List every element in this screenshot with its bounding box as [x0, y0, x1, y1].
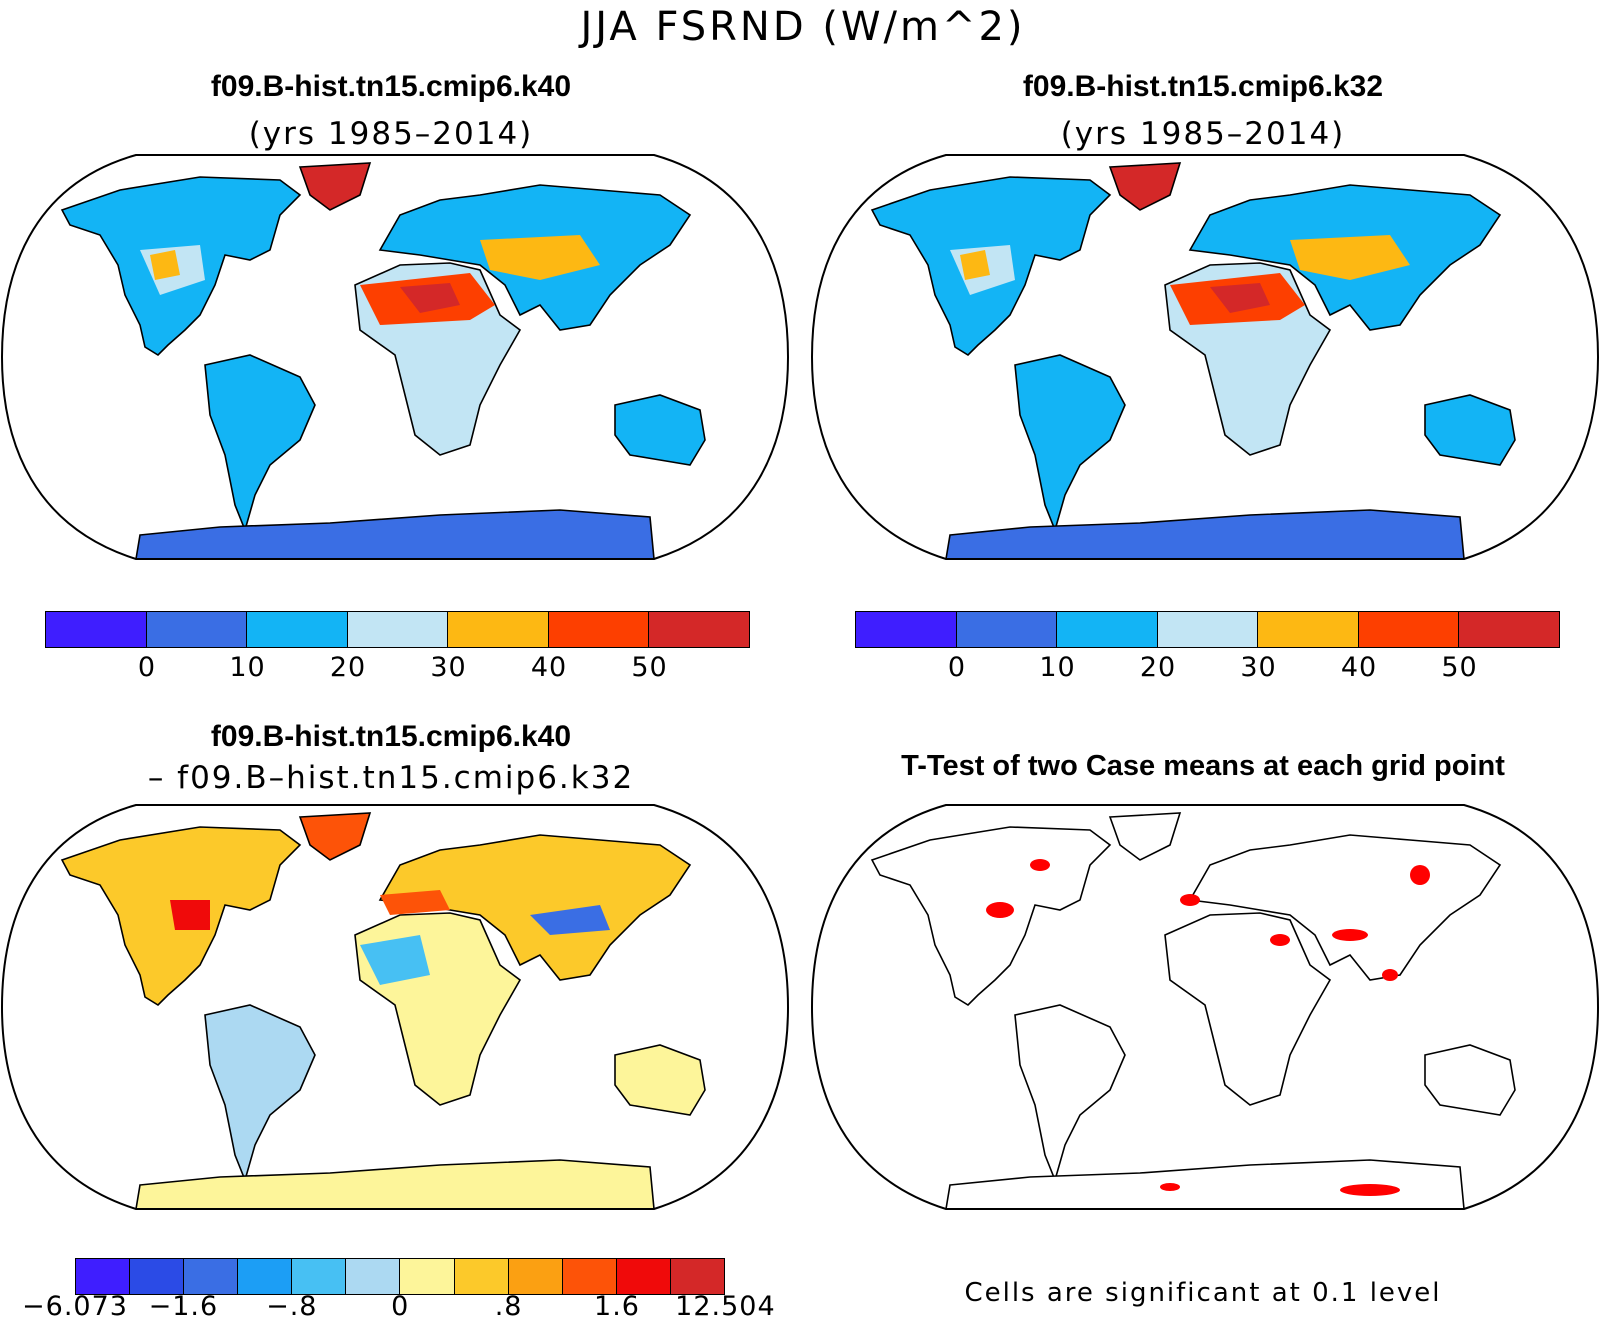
colorbar-tick-label: 40 [1340, 652, 1378, 683]
colorbar-tick-label: 12.504 [675, 1291, 776, 1322]
colorbar-tick-label: 20 [1139, 652, 1177, 683]
colorbar-tick-label: 10 [229, 652, 266, 683]
figure-title: JJA FSRND (W/m^2) [580, 4, 1026, 50]
land-australia [1424, 1044, 1516, 1116]
colorbar-tick-label: .8 [494, 1291, 523, 1322]
panel-k32-subtitle: (yrs 1985–2014) [1060, 116, 1346, 152]
colorbar-k32 [855, 611, 1560, 648]
colorbar-tick-label: −6.073 [22, 1291, 128, 1322]
colorbar-segment [346, 1259, 401, 1294]
colorbar-tick-label: 30 [430, 652, 467, 683]
colorbar-segment [670, 1259, 724, 1294]
globe-outline [810, 804, 1600, 1210]
panel-ttest-title: T-Test of two Case means at each grid po… [901, 750, 1505, 782]
panel-k32-title: f09.B-hist.tn15.cmip6.k32 [1022, 70, 1384, 103]
panel-k40-title: f09.B-hist.tn15.cmip6.k40 [210, 70, 572, 103]
colorbar-segment [616, 1259, 671, 1294]
significant-cell [1340, 1184, 1400, 1196]
map-k32 [810, 154, 1600, 560]
colorbar-segment [76, 1259, 131, 1294]
map-k40 [0, 154, 790, 560]
land-greenland [298, 812, 372, 861]
colorbar-tick-label: −.8 [266, 1291, 318, 1322]
map-ttest [810, 804, 1600, 1210]
land-antarctica [945, 509, 1465, 559]
colorbar-k40-ticks: 0 10 20 30 40 50 [0, 652, 790, 686]
colorbar-segment [448, 612, 549, 647]
colorbar-diff [75, 1258, 725, 1295]
land-australia [1424, 394, 1516, 466]
colorbar-tick-label: 0 [137, 652, 157, 683]
land-greenland [298, 162, 372, 211]
colorbar-tick-label: 30 [1240, 652, 1277, 683]
globe-outline [810, 154, 1600, 560]
significant-cell [1270, 934, 1290, 946]
colorbar-k40 [45, 611, 750, 648]
land-samerica [204, 354, 316, 533]
land-greenland [1108, 812, 1182, 861]
colorbar-segment [1358, 612, 1460, 647]
land-antarctica [945, 1159, 1465, 1209]
colorbar-tick-label: 10 [1039, 652, 1076, 683]
colorbar-segment [508, 1259, 563, 1294]
globe-outline [0, 154, 790, 560]
land-greenland [1108, 162, 1182, 211]
colorbar-segment [292, 1259, 347, 1294]
colorbar-tick-label: 50 [631, 652, 668, 683]
colorbar-segment [247, 612, 348, 647]
colorbar-tick-label: −1.6 [148, 1291, 219, 1322]
colorbar-segment [46, 612, 147, 647]
colorbar-segment [130, 1259, 185, 1294]
colorbar-segment [856, 612, 957, 647]
colorbar-segment [454, 1259, 509, 1294]
significant-cell [1180, 894, 1200, 906]
colorbar-segment [1258, 612, 1359, 647]
colorbar-segment [649, 612, 750, 647]
colorbar-tick-label: 20 [329, 652, 367, 683]
colorbar-tick-label: 40 [530, 652, 568, 683]
globe-outline [0, 804, 790, 1210]
colorbar-segment [238, 1259, 293, 1294]
colorbar-segment [562, 1259, 617, 1294]
map-diff [0, 804, 790, 1210]
land-australia [614, 394, 706, 466]
significant-cell [1382, 969, 1398, 981]
land-samerica [1014, 354, 1126, 533]
significant-cell [1030, 859, 1050, 871]
colorbar-segment [956, 612, 1058, 647]
significant-cell [1160, 1183, 1180, 1191]
colorbar-segment [1157, 612, 1259, 647]
significant-cell [1332, 929, 1368, 941]
colorbar-tick-label: 0 [947, 652, 967, 683]
colorbar-segment [1057, 612, 1158, 647]
colorbar-segment [146, 612, 248, 647]
land-samerica [204, 1004, 316, 1183]
colorbar-tick-label: 0 [391, 1291, 410, 1322]
significant-cell [1410, 865, 1430, 885]
colorbar-tick-label: 50 [1441, 652, 1478, 683]
colorbar-tick-label: 1.6 [594, 1291, 640, 1322]
land-antarctica [135, 1159, 655, 1209]
colorbar-diff-ticks: −6.073 −1.6 −.8 0 .8 1.6 12.504 [0, 1291, 800, 1325]
panel-k40-subtitle: (yrs 1985–2014) [248, 116, 534, 152]
land-australia [614, 1044, 706, 1116]
ttest-note: Cells are significant at 0.1 level [964, 1278, 1442, 1308]
panel-diff-title: f09.B-hist.tn15.cmip6.k40 [210, 720, 572, 753]
land-antarctica [135, 509, 655, 559]
land-eurasia [378, 834, 692, 981]
colorbar-segment [548, 612, 650, 647]
significant-cell [986, 902, 1014, 918]
colorbar-segment [1459, 612, 1560, 647]
colorbar-k32-ticks: 0 10 20 30 40 50 [0, 652, 1606, 686]
colorbar-segment [184, 1259, 239, 1294]
colorbar-segment [347, 612, 449, 647]
land-samerica [1014, 1004, 1126, 1183]
colorbar-segment [400, 1259, 455, 1294]
panel-diff-subtitle: – f09.B–hist.tn15.cmip6.k32 [147, 760, 635, 796]
land-africa [1164, 912, 1332, 1106]
